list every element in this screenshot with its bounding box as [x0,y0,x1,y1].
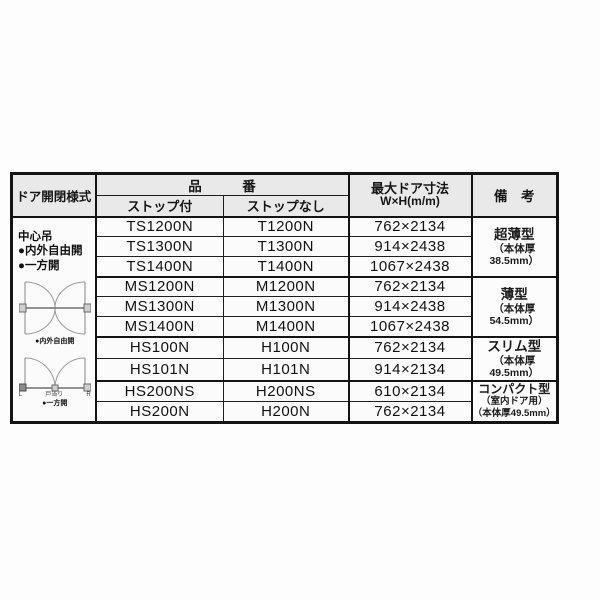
header-row-1: ドア開閉様式 品 番 最大ドア寸法 W×H(m/m) 備 考 [11,173,558,217]
table-body: 中心吊 ●内外自由開 ●一方開 [11,215,558,423]
remark-thickness: （本体厚38.5mm） [489,242,540,267]
model-without-stop: H200N [223,400,349,423]
header-row-2: ストップ付 ストップなし [12,195,558,217]
table-row: MS1200N M1200N 762×2134 薄型 （本体厚54.5mm） [12,275,558,337]
remark-ultra-thin: 超薄型 （本体厚38.5mm） [470,215,558,277]
remark-thickness: （本体厚54.5mm） [489,302,540,327]
header-door-style: ドア開閉様式 [11,173,96,217]
header-remarks: 備 考 [470,173,558,217]
max-door-size: 762×2134 [347,275,472,297]
model-with-stop: TS1400N [94,256,224,277]
table-row: MS1300N M1300N 914×2438 [12,296,558,317]
right-hand-label: R [86,392,91,398]
model-without-stop: T1300N [223,236,349,257]
left-hand-label: L [18,392,23,398]
remark-usage: （室内ドア用） [480,395,548,407]
one-way-diagram: L 戸当り R ●一方開 [18,352,92,408]
model-with-stop: TS1200N [94,215,224,237]
model-with-stop: HS200N [94,400,224,423]
door-stop-label: 戸当り [45,392,64,398]
max-door-size: 762×2134 [347,335,472,359]
remark-thickness: （本体厚49.5mm） [489,354,540,379]
header-part-number: 品 番 [94,173,349,196]
door-style-line3: ●一方開 [18,259,60,272]
model-without-stop: T1200N [223,215,349,237]
model-without-stop: M1200N [223,275,349,297]
max-door-size: 610×2134 [347,379,472,402]
model-with-stop: MS1300N [94,296,224,317]
model-with-stop: MS1200N [94,275,224,297]
table-row: MS1400N M1400N 1067×2438 [12,316,558,337]
remark-thickness: （本体厚49.5mm） [472,407,556,419]
header-max-door-size: 最大ドア寸法 W×H(m/m) [347,173,472,217]
model-with-stop: TS1300N [94,236,224,257]
one-way-door-diagram-icon [18,357,91,392]
double-action-diagram: ●内外自由開 [18,279,92,346]
remark-type: 超薄型 [494,226,535,242]
remark-compact: コンパクト型 （室内ドア用） （本体厚49.5mm） [470,379,558,423]
double-action-caption: ●内外自由開 [35,338,75,345]
remark-slim: スリム型 （本体厚49.5mm） [470,335,558,381]
door-style-line2: ●内外自由開 [18,245,83,257]
table-row: HS100N H100N 762×2134 スリム型 （本体厚49.5mm） [12,335,558,381]
model-with-stop: HS101N [94,358,224,381]
remark-thin: 薄型 （本体厚54.5mm） [470,275,558,337]
model-without-stop: H200NS [223,379,349,402]
max-door-size: 762×2134 [347,400,472,423]
table-row: 中心吊 ●内外自由開 ●一方開 [11,215,558,423]
one-way-diagram-labels: L 戸当り R [19,392,91,399]
table-row: TS1400N T1400N 1067×2438 [12,256,558,277]
double-action-door-diagram-icon [18,281,91,335]
door-style-cell: 中心吊 ●内外自由開 ●一方開 [11,215,96,423]
max-door-size: 914×2438 [347,296,472,317]
model-without-stop: H101N [223,358,349,381]
model-with-stop: MS1400N [94,316,224,337]
remark-type: スリム型 [487,338,542,354]
table-header: ドア開閉様式 品 番 最大ドア寸法 W×H(m/m) 備 考 ストップ付 ストッ… [11,173,558,217]
one-way-caption: ●一方開 [42,400,68,407]
model-without-stop: M1300N [223,296,349,317]
model-with-stop: HS100N [94,335,224,359]
remark-type: コンパクト型 [478,381,551,396]
model-without-stop: T1400N [223,256,349,277]
max-door-size: 1067×2438 [347,256,472,277]
model-without-stop: H100N [223,335,349,359]
door-style-text: 中心吊 ●内外自由開 ●一方開 [18,230,92,274]
header-with-stop: ストップ付 [94,195,224,217]
table-row: HS200N H200N 762×2134 [12,400,558,423]
header-without-stop: ストップなし [223,195,349,217]
model-without-stop: M1400N [223,316,349,337]
max-door-size: 762×2134 [347,215,472,237]
max-door-size: 914×2438 [347,236,472,257]
max-door-size: 914×2134 [347,358,472,381]
table-row: HS200NS H200NS 610×2134 コンパクト型 （室内ドア用） （… [12,379,558,423]
header-max-door-size-line2: W×H(m/m) [380,194,440,209]
header-max-door-size-line1: 最大ドア寸法 [370,181,449,197]
door-style-line1: 中心吊 [18,230,53,243]
remark-type: 薄型 [500,286,528,302]
door-spec-table: ドア開閉様式 品 番 最大ドア寸法 W×H(m/m) 備 考 ストップ付 ストッ… [10,172,559,424]
model-with-stop: HS200NS [94,379,224,402]
max-door-size: 1067×2438 [347,316,472,337]
